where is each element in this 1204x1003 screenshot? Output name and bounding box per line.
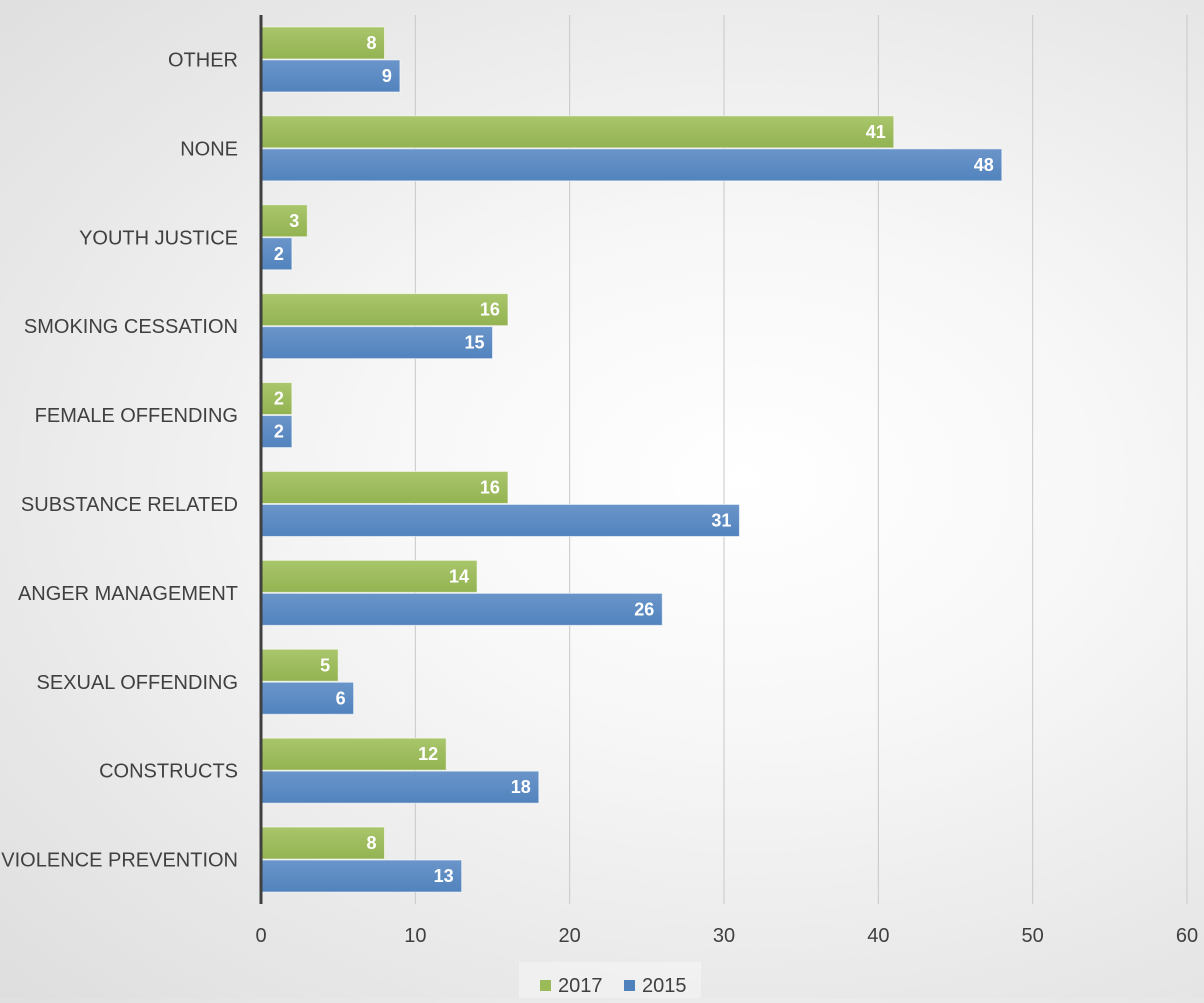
data-label: 3	[289, 211, 299, 231]
category-label: FEMALE OFFENDING	[35, 405, 238, 427]
bar-2017	[260, 382, 293, 416]
data-label: 31	[711, 510, 731, 530]
category-label: SMOKING CESSATION	[24, 316, 238, 338]
bar-2015	[260, 148, 1003, 182]
x-tick-label: 50	[1022, 925, 1044, 947]
data-label: 16	[480, 300, 500, 320]
category-label: OTHER	[168, 49, 238, 71]
bar-2015	[260, 503, 740, 537]
bar-2015	[260, 59, 401, 93]
bar-2017	[260, 737, 447, 771]
axes: 0 10 20 30 40 50 60 OTHER NONE YOUTH JUSTICE SMOKI…	[1, 15, 1198, 947]
data-label: 2	[274, 389, 284, 409]
category-label: SUBSTANCE RELATED	[21, 494, 238, 516]
data-label: 6	[336, 688, 346, 708]
x-tick-label: 20	[559, 925, 581, 947]
data-label: 48	[974, 155, 994, 175]
data-label: 26	[634, 599, 654, 619]
data-label: 18	[511, 777, 531, 797]
data-label: 2	[274, 422, 284, 442]
category-label: ANGER MANAGEMENT	[18, 583, 238, 605]
data-label: 13	[434, 866, 454, 886]
legend-label-2015: 2015	[642, 975, 687, 997]
data-label: 5	[320, 655, 330, 675]
bar-2015	[260, 326, 493, 360]
bar-2017	[260, 470, 509, 504]
category-label: SEXUAL OFFENDING	[36, 672, 238, 694]
legend: 2017 2015	[519, 962, 701, 998]
category-label: NONE	[180, 138, 238, 160]
data-label: 14	[449, 566, 469, 586]
bar-2015	[260, 770, 540, 804]
bar-2015	[260, 859, 463, 893]
data-label: 8	[366, 833, 376, 853]
bar-2017	[260, 826, 385, 860]
data-label: 15	[464, 333, 484, 353]
x-tick-label: 40	[867, 925, 889, 947]
bar-2017	[260, 204, 308, 238]
category-label: CONSTRUCTS	[99, 761, 238, 783]
legend-swatch-2015	[624, 980, 635, 991]
bar-2017	[260, 559, 478, 593]
category-label: YOUTH JUSTICE	[79, 227, 238, 249]
data-label: 16	[480, 477, 500, 497]
bar-2015	[260, 681, 355, 715]
data-label: 8	[366, 33, 376, 53]
data-label: 9	[382, 66, 392, 86]
data-label: 12	[418, 744, 438, 764]
bar-2015	[260, 592, 663, 626]
x-tick-label: 30	[713, 925, 735, 947]
x-tick-label: 10	[404, 925, 426, 947]
bar-2017	[260, 648, 339, 682]
bar-2017	[260, 293, 509, 327]
bar-2017	[260, 26, 385, 60]
legend-label-2017: 2017	[558, 975, 603, 997]
data-label: 2	[274, 244, 284, 264]
x-tick-label: 0	[255, 925, 266, 947]
legend-swatch-2017	[540, 980, 551, 991]
data-label: 41	[866, 122, 886, 142]
x-tick-label: 60	[1176, 925, 1198, 947]
bar-2017	[260, 115, 895, 149]
category-label: VIOLENCE PREVENTION	[1, 850, 238, 872]
bar-2015	[260, 415, 293, 449]
